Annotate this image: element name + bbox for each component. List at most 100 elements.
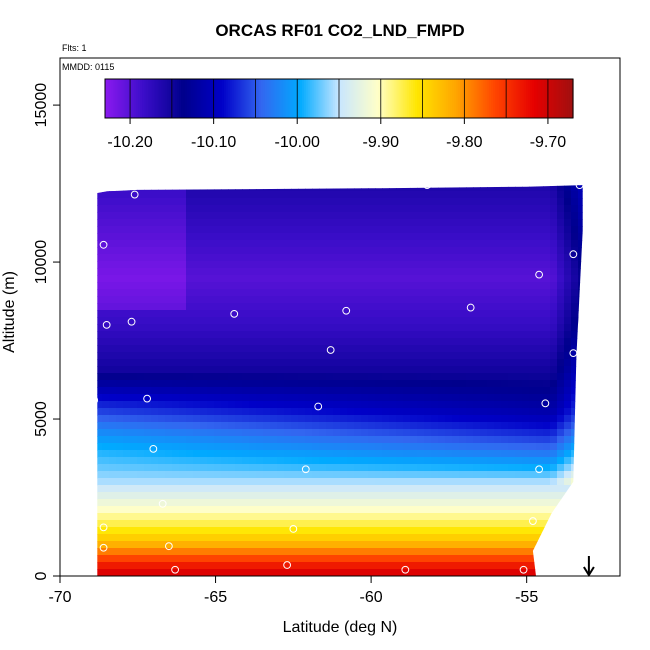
heatmap-cell [165, 443, 173, 451]
heatmap-cell [158, 191, 166, 199]
heatmap-cell [312, 240, 320, 248]
heatmap-cell [256, 436, 264, 444]
heatmap-cell [186, 275, 194, 283]
heatmap-cell [60, 191, 68, 199]
heatmap-cell [424, 198, 432, 206]
heatmap-cell [291, 198, 299, 206]
heatmap-cell [375, 185, 383, 192]
heatmap-cell [480, 303, 488, 311]
heatmap-cell [74, 275, 82, 283]
heatmap-cell [522, 324, 530, 332]
heatmap-cell [144, 345, 152, 353]
heatmap-cell [221, 296, 229, 304]
heatmap-cell [375, 331, 383, 339]
heatmap-cell [368, 492, 376, 500]
heatmap-cell [277, 317, 285, 325]
heatmap-cell [494, 380, 502, 388]
heatmap-cell [123, 478, 131, 486]
heatmap-cell [242, 555, 250, 563]
heatmap-cell [270, 289, 278, 297]
heatmap-cell [200, 401, 208, 409]
heatmap-cell [522, 478, 530, 486]
heatmap-cell [137, 72, 145, 80]
heatmap-cell [144, 464, 152, 472]
heatmap-cell [235, 163, 243, 171]
heatmap-cell [109, 275, 117, 283]
heatmap-cell [165, 324, 173, 332]
heatmap-cell [326, 534, 334, 542]
heatmap-cell [151, 422, 159, 430]
heatmap-cell [242, 240, 250, 248]
heatmap-cell [396, 324, 404, 332]
heatmap-cell [130, 240, 138, 248]
heatmap-cell [81, 520, 89, 528]
heatmap-cell [431, 317, 439, 325]
heatmap-cell [494, 457, 502, 465]
heatmap-cell [494, 464, 502, 472]
heatmap-cell [228, 429, 236, 437]
heatmap-cell [431, 58, 439, 66]
heatmap-cell [116, 555, 124, 563]
heatmap-cell [81, 338, 89, 346]
heatmap-cell [480, 373, 488, 381]
heatmap-cell [487, 471, 495, 479]
heatmap-cell [522, 471, 530, 479]
heatmap-cell [333, 520, 341, 528]
heatmap-cell [438, 373, 446, 381]
heatmap-cell [424, 506, 432, 514]
heatmap-cell [522, 268, 530, 276]
heatmap-cell [88, 436, 96, 444]
heatmap-cell [340, 527, 348, 535]
heatmap-cell [347, 247, 355, 255]
heatmap-cell [158, 219, 166, 227]
heatmap-cell [193, 541, 201, 549]
heatmap-cell [319, 212, 327, 220]
heatmap-cell [494, 520, 502, 528]
heatmap-cell [172, 261, 180, 269]
heatmap-cell [81, 310, 89, 318]
heatmap-cell [81, 324, 89, 332]
heatmap-cell [179, 198, 187, 206]
heatmap-cell [235, 289, 243, 297]
heatmap-cell [319, 191, 327, 199]
heatmap-cell [494, 345, 502, 353]
heatmap-cell [487, 149, 495, 157]
heatmap-cell [466, 163, 474, 171]
heatmap-cell [312, 506, 320, 514]
heatmap-cell [158, 338, 166, 346]
heatmap-cell [74, 163, 82, 171]
heatmap-cell [424, 247, 432, 255]
heatmap-cell [459, 58, 467, 66]
heatmap-cell [508, 562, 516, 570]
heatmap-cell [263, 471, 271, 479]
heatmap-cell [95, 135, 103, 143]
heatmap-cell [445, 380, 453, 388]
heatmap-cell [221, 492, 229, 500]
heatmap-cell [473, 562, 481, 570]
heatmap-cell [403, 324, 411, 332]
heatmap-cell [508, 450, 516, 458]
heatmap-cell [403, 163, 411, 171]
heatmap-cell [123, 429, 131, 437]
heatmap-cell [88, 471, 96, 479]
heatmap-cell [452, 233, 460, 241]
heatmap-cell [368, 310, 376, 318]
heatmap-cell [88, 527, 96, 535]
heatmap-cell [74, 555, 82, 563]
heatmap-cell [74, 471, 82, 479]
heatmap-cell [102, 163, 110, 171]
heatmap-cell [312, 373, 320, 381]
heatmap-cell [361, 324, 369, 332]
heatmap-cell [319, 401, 327, 409]
heatmap-cell [116, 387, 124, 395]
heatmap-cell [109, 261, 117, 269]
heatmap-cell [368, 65, 376, 73]
heatmap-cell [396, 296, 404, 304]
heatmap-cell [312, 282, 320, 290]
heatmap-cell [501, 499, 509, 507]
heatmap-cell [270, 394, 278, 402]
heatmap-cell [256, 268, 264, 276]
heatmap-cell [284, 268, 292, 276]
heatmap-cell [228, 485, 236, 493]
heatmap-cell [221, 331, 229, 339]
